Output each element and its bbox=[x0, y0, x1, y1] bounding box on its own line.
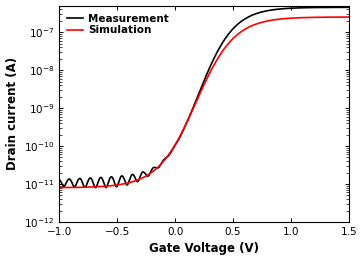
Measurement bbox=[339, 6, 343, 9]
Simulation bbox=[338, 15, 343, 19]
Line: Simulation: Simulation bbox=[59, 17, 349, 188]
Measurement bbox=[198, 88, 203, 92]
Simulation bbox=[190, 109, 195, 112]
Simulation bbox=[72, 186, 76, 189]
Simulation bbox=[347, 15, 351, 19]
Measurement bbox=[347, 6, 351, 9]
Measurement bbox=[72, 185, 76, 188]
Measurement bbox=[191, 108, 195, 111]
Simulation bbox=[57, 186, 61, 189]
Simulation bbox=[285, 17, 290, 20]
Legend: Measurement, Simulation: Measurement, Simulation bbox=[64, 11, 172, 39]
Measurement bbox=[339, 6, 343, 9]
Measurement bbox=[57, 178, 61, 181]
Measurement bbox=[93, 186, 98, 189]
X-axis label: Gate Voltage (V): Gate Voltage (V) bbox=[149, 242, 259, 256]
Line: Measurement: Measurement bbox=[59, 7, 349, 188]
Measurement bbox=[285, 7, 290, 10]
Simulation bbox=[198, 92, 202, 95]
Simulation bbox=[339, 15, 343, 19]
Y-axis label: Drain current (A): Drain current (A) bbox=[5, 57, 19, 170]
